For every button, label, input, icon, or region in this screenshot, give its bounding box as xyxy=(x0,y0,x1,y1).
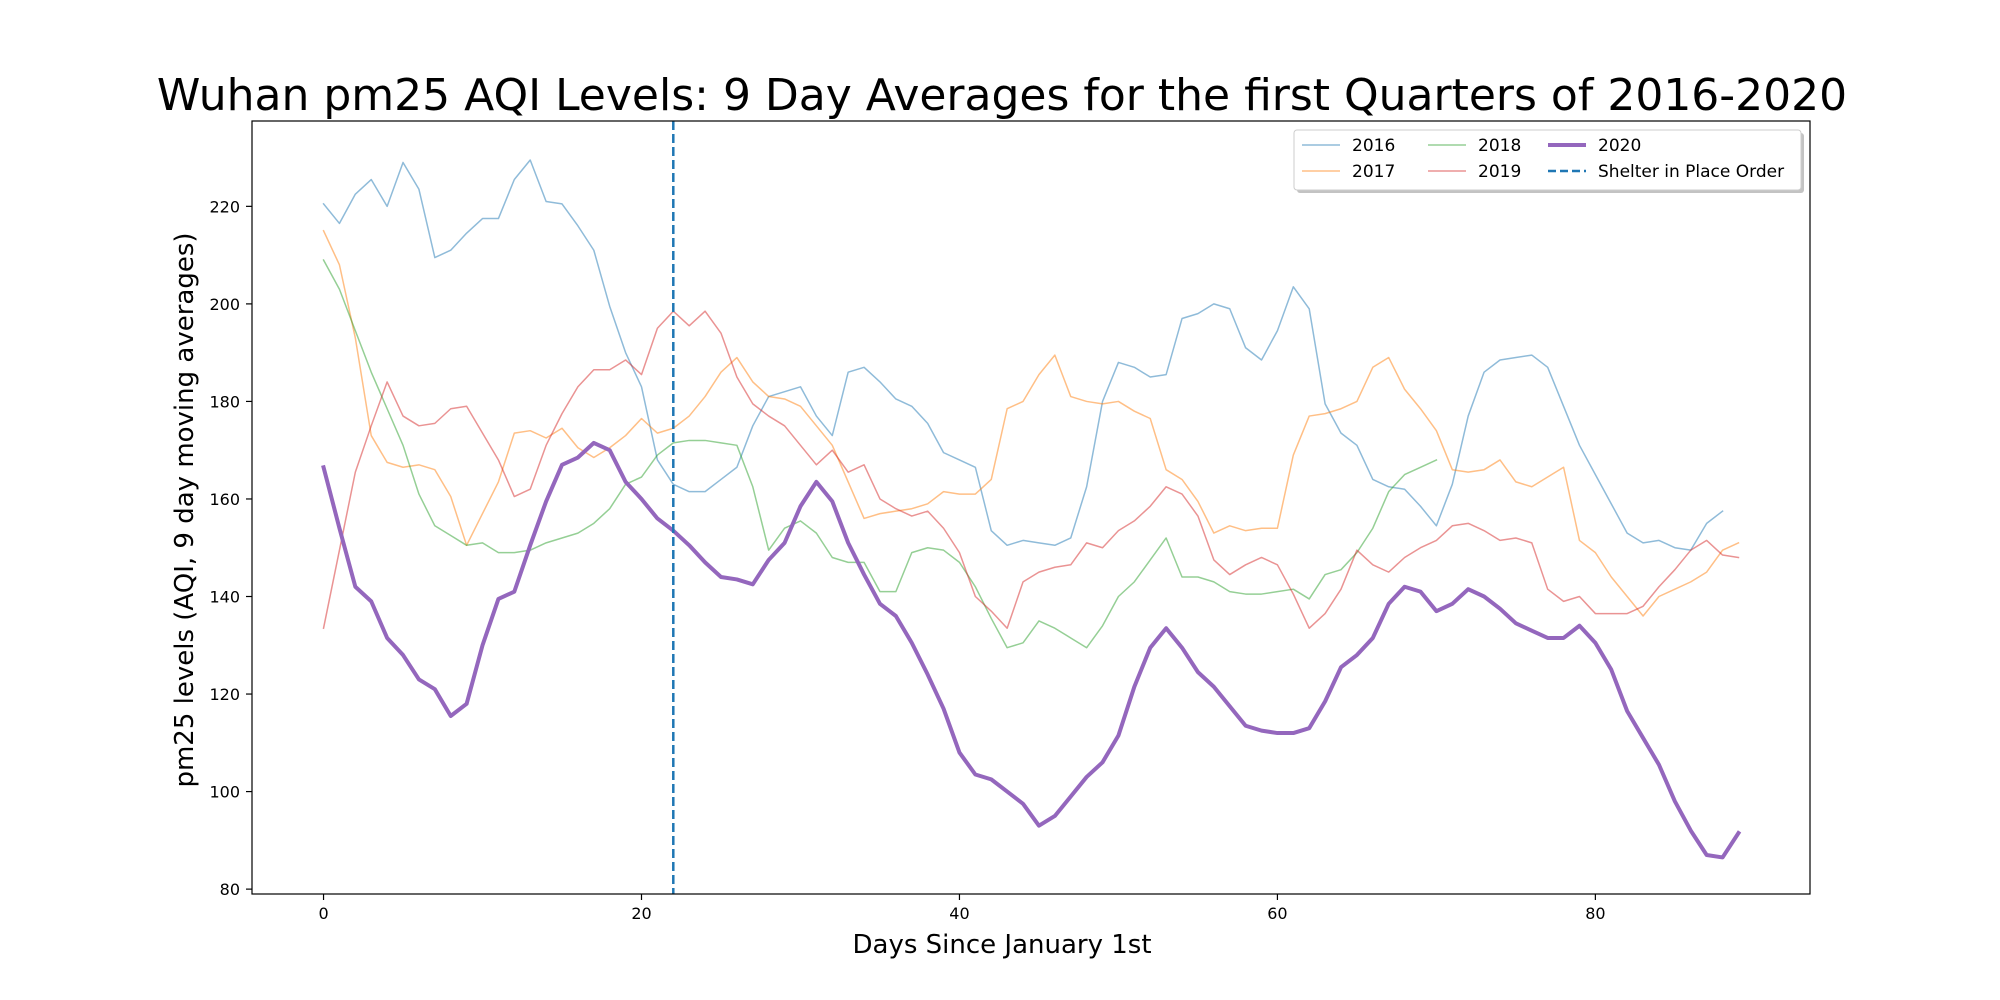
legend-label: 2018 xyxy=(1478,136,1521,156)
x-axis-title: Days Since January 1st xyxy=(852,930,1151,960)
x-tick-label: 40 xyxy=(949,904,969,923)
y-axis-title: pm25 levels (AQI, 9 day moving averages) xyxy=(170,232,200,787)
series-line-2018 xyxy=(322,258,1438,649)
x-tick-label: 20 xyxy=(631,904,651,923)
legend-label: 2020 xyxy=(1598,136,1641,156)
y-tick-label: 100 xyxy=(209,783,240,802)
legend-label: Shelter in Place Order xyxy=(1598,162,1784,182)
series-line-2017 xyxy=(322,229,1740,617)
legend-label: 2017 xyxy=(1352,162,1395,182)
series-group xyxy=(321,159,1742,860)
y-tick-label: 160 xyxy=(209,490,240,509)
legend-label: 2019 xyxy=(1478,162,1521,182)
legend-label: 2016 xyxy=(1352,136,1395,156)
x-tick-label: 60 xyxy=(1267,904,1287,923)
plot-frame xyxy=(251,120,1811,895)
y-tick-label: 80 xyxy=(220,880,240,899)
chart-title: Wuhan pm25 AQI Levels: 9 Day Averages fo… xyxy=(157,70,1847,121)
y-tick-label: 140 xyxy=(209,588,240,607)
legend-box xyxy=(1293,129,1802,191)
legend: 2016 2017 2018 2019 2020 Shelter in Place Ord… xyxy=(1293,129,1804,193)
y-tick-label: 220 xyxy=(209,197,240,216)
series-line-2016 xyxy=(322,159,1724,551)
x-tick-label: 80 xyxy=(1585,904,1605,923)
axes: 0 20 40 60 80 80 100 120 140 160 180 200 220 xyxy=(209,120,1811,923)
series-line-2020 xyxy=(321,440,1742,860)
y-tick-label: 120 xyxy=(209,685,240,704)
x-tick-label: 0 xyxy=(318,904,328,923)
series-line-2019 xyxy=(322,310,1740,630)
plot-content xyxy=(321,121,1742,894)
y-tick-label: 180 xyxy=(209,392,240,411)
y-tick-label: 200 xyxy=(209,295,240,314)
